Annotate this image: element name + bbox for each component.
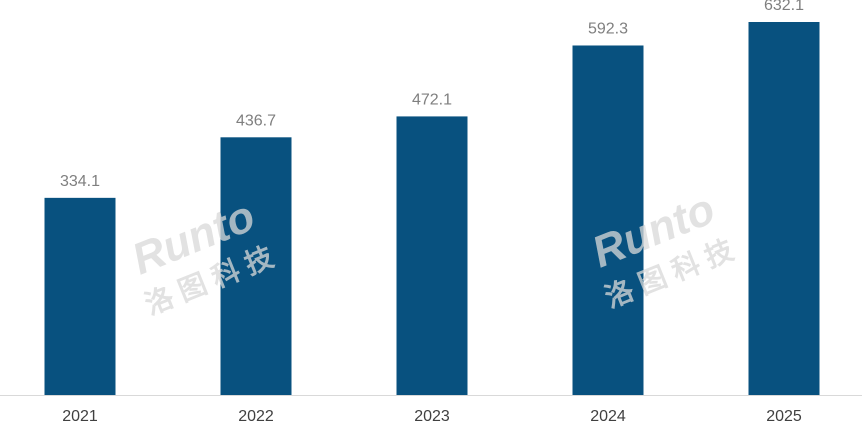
- bar-2022: [220, 137, 292, 395]
- bar-2021: [44, 197, 116, 395]
- x-tick-2025: 2025: [766, 408, 802, 425]
- bar-2024: [572, 45, 644, 395]
- data-labels-group: 334.1 436.7 472.1 592.3 632.1: [60, 0, 804, 190]
- data-label-2025: 632.1: [764, 0, 804, 14]
- x-ticks-group: 2021 2022 2023 2024 2025: [62, 408, 802, 425]
- x-tick-2023: 2023: [414, 408, 450, 425]
- x-tick-2022: 2022: [238, 408, 274, 425]
- data-label-2021: 334.1: [60, 173, 100, 190]
- data-label-2022: 436.7: [236, 112, 276, 129]
- bar-2025: [748, 22, 820, 395]
- x-tick-2024: 2024: [590, 408, 626, 425]
- data-label-2024: 592.3: [588, 20, 628, 37]
- bars-group: [44, 22, 820, 396]
- x-tick-2021: 2021: [62, 408, 98, 425]
- bar-2023: [396, 116, 468, 396]
- data-label-2023: 472.1: [412, 91, 452, 108]
